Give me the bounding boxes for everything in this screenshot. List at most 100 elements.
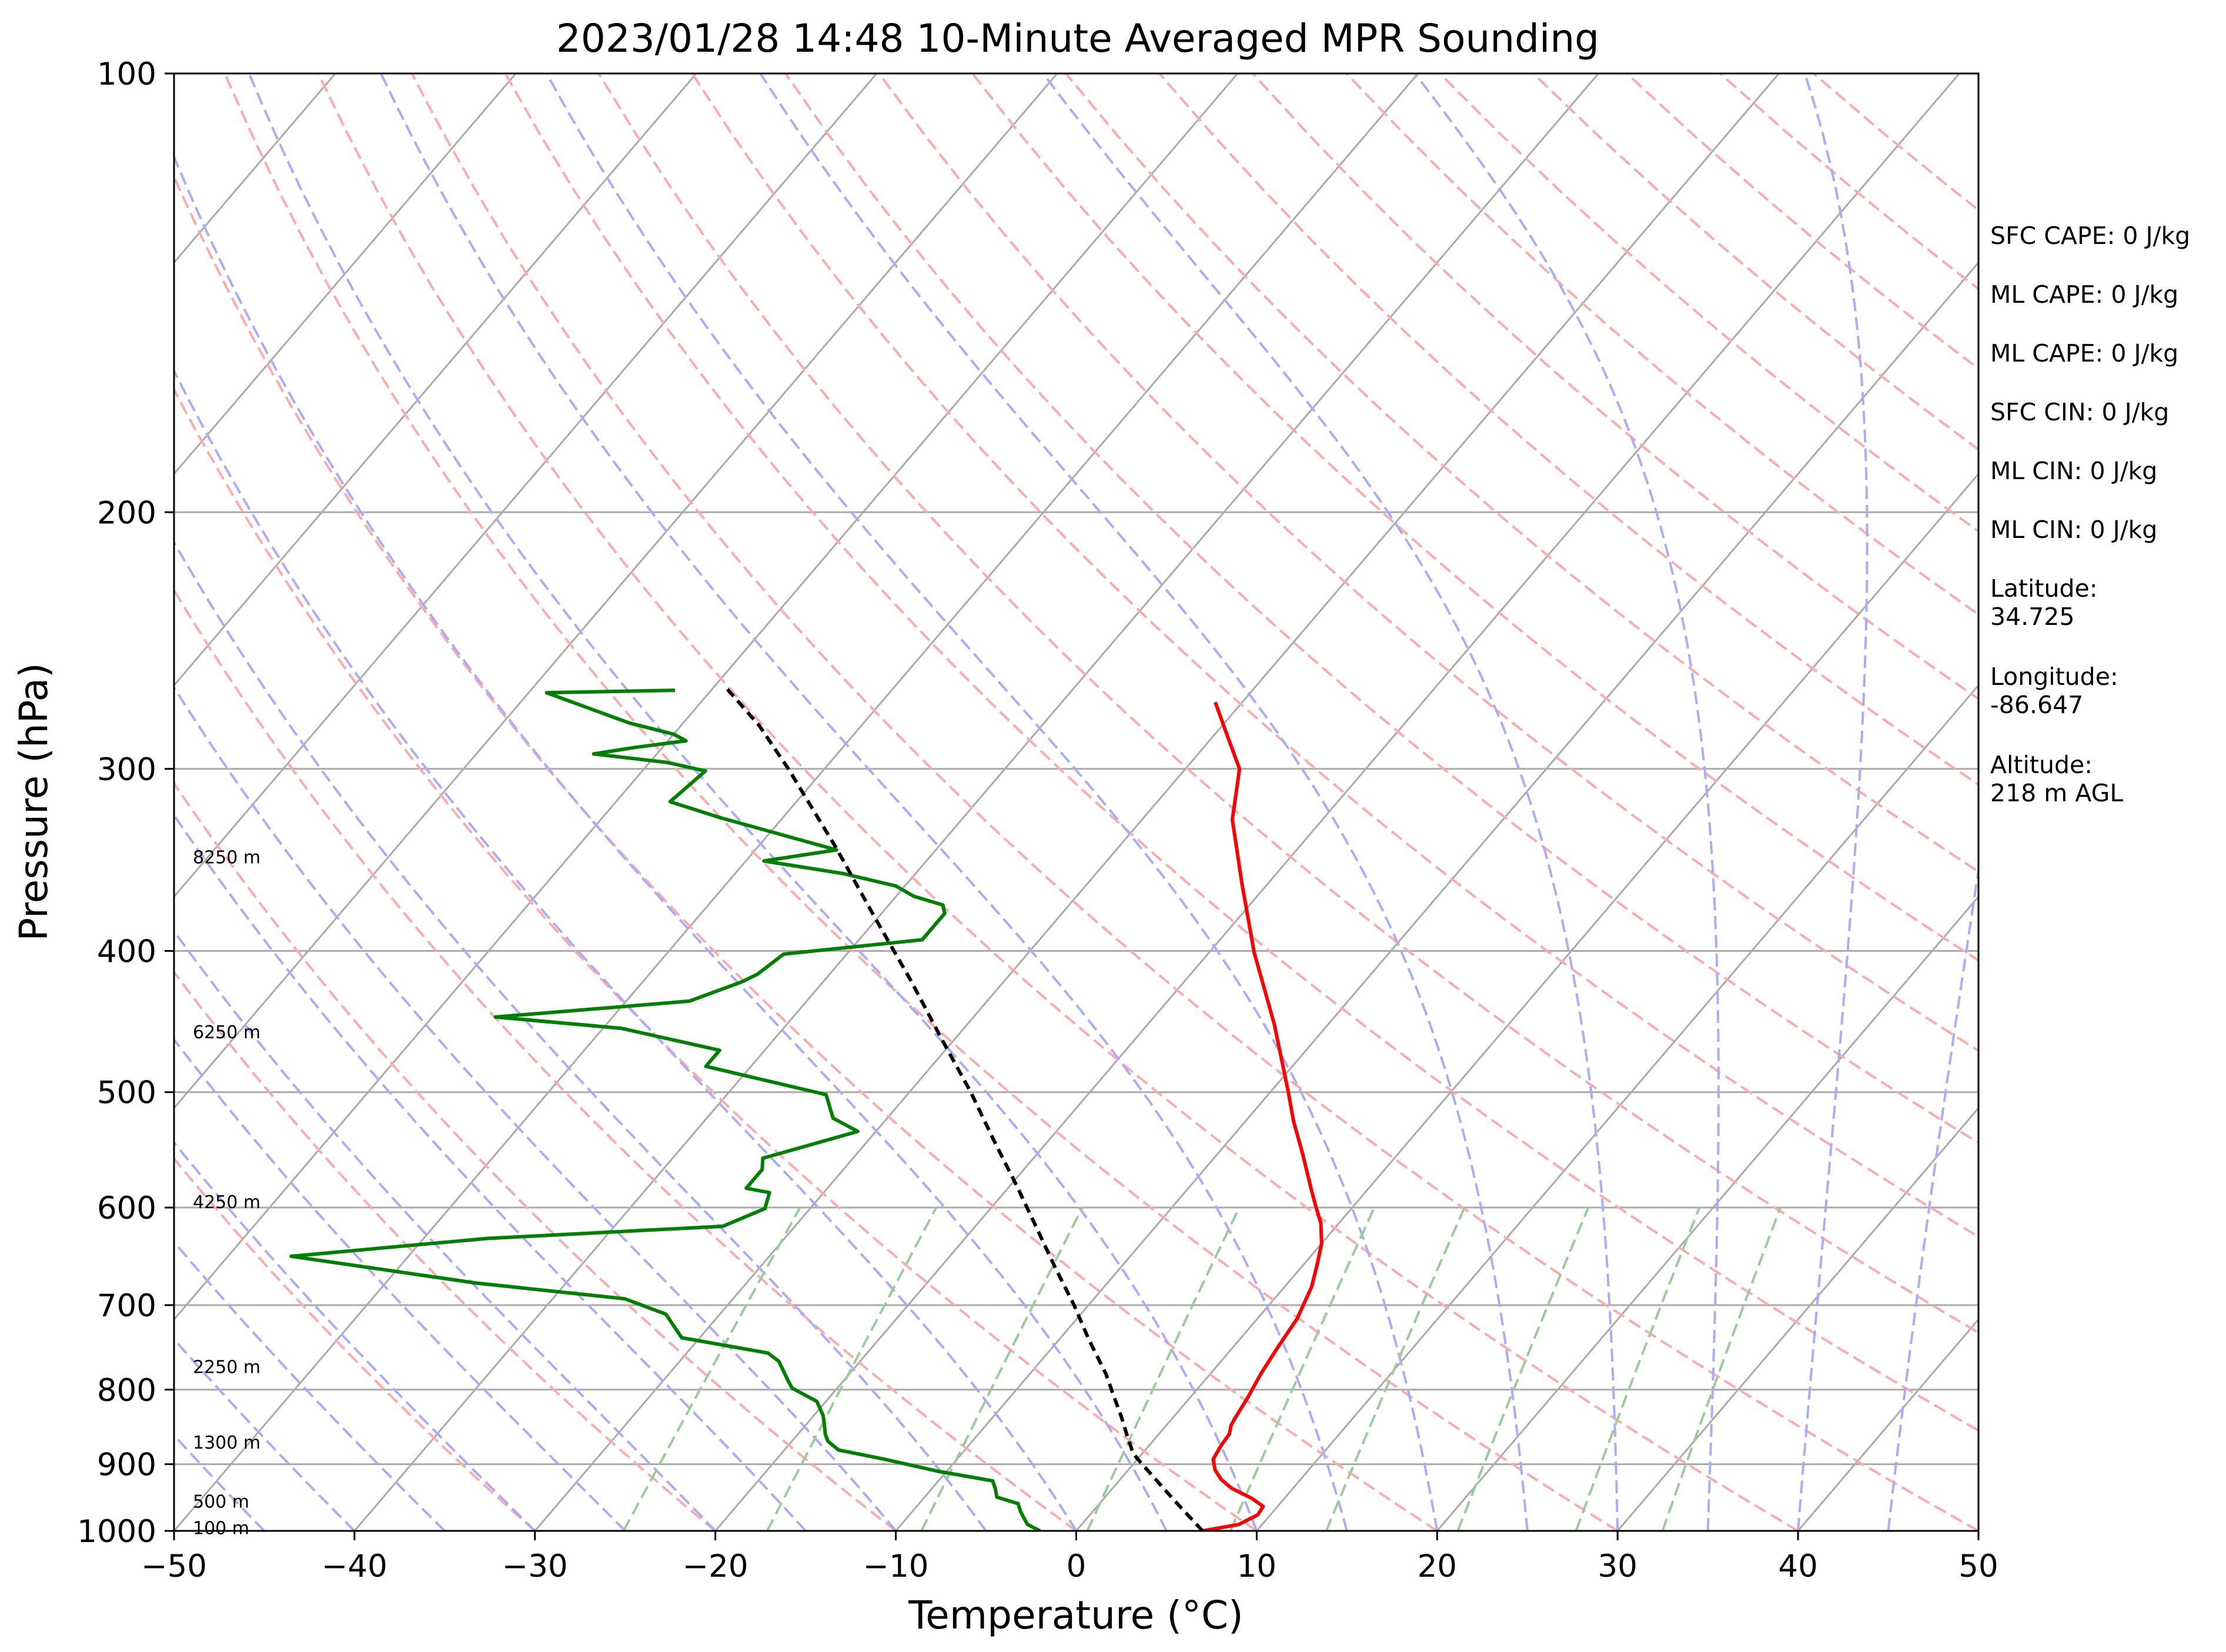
mixing-ratio-line bbox=[622, 1207, 801, 1531]
dry-adiabat-line bbox=[174, 1156, 536, 1531]
isotherm-line bbox=[1075, 472, 1978, 1531]
moist-adiabat-line bbox=[174, 153, 1168, 1531]
mixing-ratio-line bbox=[1229, 1207, 1376, 1531]
x-tick-label: 20 bbox=[1418, 1549, 1457, 1584]
stat-text: ML CAPE: 0 J/kg bbox=[1990, 339, 2178, 367]
isotherm-line bbox=[353, 73, 1599, 1531]
isotherm-line bbox=[174, 73, 517, 476]
height-label: 4250 m bbox=[193, 1192, 260, 1213]
dry-adiabat-line bbox=[597, 73, 1978, 1335]
x-tick-label: 50 bbox=[1958, 1549, 1998, 1584]
x-tick-label: −30 bbox=[502, 1549, 568, 1584]
moist-adiabat-line bbox=[248, 73, 1258, 1531]
mixing-ratio-line bbox=[920, 1207, 1084, 1531]
dry-adiabat-line bbox=[504, 73, 1978, 1432]
x-tick-label: −50 bbox=[141, 1549, 207, 1584]
moist-adiabat-line bbox=[174, 685, 897, 1531]
x-axis: −50 −40 −30 −20 −10 0 10 20 30 40 50 bbox=[141, 1531, 1998, 1584]
height-label: 1300 m bbox=[193, 1433, 260, 1453]
moist-adiabat-line bbox=[174, 929, 717, 1531]
dry-adiabat-line bbox=[691, 73, 1978, 1238]
mixing-ratio-line bbox=[1661, 1207, 1782, 1531]
y-tick-label: 1000 bbox=[77, 1514, 156, 1550]
x-tick-label: 40 bbox=[1778, 1549, 1817, 1584]
isotherm-line bbox=[1617, 1106, 1978, 1531]
x-tick-label: 0 bbox=[1067, 1549, 1087, 1584]
moist-adiabat-line bbox=[380, 73, 1348, 1531]
moist-adiabat-line bbox=[174, 813, 807, 1531]
temperature-trace bbox=[1202, 701, 1323, 1531]
height-label: 8250 m bbox=[193, 847, 260, 868]
isotherm-line bbox=[1256, 684, 1978, 1531]
moist-adiabat-line bbox=[174, 368, 1078, 1531]
isotherm-line bbox=[174, 73, 697, 687]
moist-adiabat-line bbox=[174, 1141, 536, 1531]
stat-text: SFC CAPE: 0 J/kg bbox=[1990, 222, 2190, 250]
background-lines bbox=[174, 73, 1978, 1531]
stat-text: SFC CIN: 0 J/kg bbox=[1990, 398, 2169, 426]
dry-adiabat-line bbox=[174, 970, 716, 1531]
stat-text: ML CAPE: 0 J/kg bbox=[1990, 280, 2178, 309]
isotherm-line bbox=[534, 73, 1780, 1531]
mixing-ratio-line bbox=[1325, 1207, 1466, 1531]
dry-adiabat-line bbox=[317, 73, 1799, 1531]
stat-text: Latitude: bbox=[1990, 574, 2098, 603]
dry-adiabat-line bbox=[174, 173, 1438, 1531]
isotherm-line bbox=[174, 73, 1239, 1321]
height-labels: 8250 m 6250 m 4250 m 2250 m 1300 m 500 m 100 m bbox=[193, 847, 260, 1539]
moist-adiabat-line bbox=[1887, 862, 1978, 1531]
x-tick-label: −40 bbox=[322, 1549, 387, 1584]
x-tick-label: −10 bbox=[863, 1549, 929, 1584]
stat-text: 218 m AGL bbox=[1990, 779, 2123, 807]
y-tick-label: 300 bbox=[97, 752, 156, 788]
moist-adiabat-line bbox=[759, 73, 1529, 1531]
y-tick-label: 700 bbox=[97, 1288, 156, 1324]
y-tick-label: 800 bbox=[97, 1373, 156, 1409]
x-tick-label: 30 bbox=[1597, 1549, 1637, 1584]
stats-panel: SFC CAPE: 0 J/kg ML CAPE: 0 J/kg ML CAPE: … bbox=[1990, 222, 2190, 807]
moist-adiabat-line bbox=[545, 73, 1439, 1531]
x-tick-label: 10 bbox=[1237, 1549, 1276, 1584]
isotherm-line bbox=[1436, 895, 1978, 1531]
mixing-ratio-line bbox=[1575, 1207, 1701, 1531]
height-label: 500 m bbox=[193, 1492, 249, 1512]
stat-text: -86.647 bbox=[1990, 691, 2083, 719]
stat-text: Longitude: bbox=[1990, 663, 2118, 691]
dry-adiabat-line bbox=[1158, 73, 1978, 786]
dry-adiabat-line bbox=[1252, 73, 1978, 701]
dewpoint-trace bbox=[289, 688, 1041, 1531]
y-tick-label: 100 bbox=[97, 56, 156, 92]
isotherm-line bbox=[174, 73, 1058, 1110]
sounding-traces bbox=[289, 684, 1323, 1531]
stat-text: ML CIN: 0 J/kg bbox=[1990, 516, 2157, 544]
dry-adiabat-line bbox=[174, 781, 897, 1531]
dry-adiabat-line bbox=[174, 588, 1077, 1531]
isotherm-line bbox=[174, 73, 878, 898]
height-label: 6250 m bbox=[193, 1022, 260, 1043]
stat-text: Altitude: bbox=[1990, 751, 2093, 779]
mixing-ratio-line bbox=[1456, 1207, 1590, 1531]
y-tick-label: 200 bbox=[97, 495, 156, 531]
stat-text: ML CIN: 0 J/kg bbox=[1990, 457, 2157, 485]
isotherm-line bbox=[174, 73, 1419, 1531]
moist-adiabat-line bbox=[174, 1337, 356, 1531]
dry-adiabat-line bbox=[223, 73, 1619, 1531]
height-label: 100 m bbox=[193, 1519, 249, 1539]
y-tick-label: 900 bbox=[97, 1447, 156, 1483]
moist-adiabat-line bbox=[1042, 73, 1619, 1531]
y-tick-label: 400 bbox=[97, 934, 156, 970]
y-tick-label: 500 bbox=[97, 1075, 156, 1111]
plot-background bbox=[174, 73, 1978, 1531]
dry-adiabat-line bbox=[410, 73, 1978, 1531]
moist-adiabat-line bbox=[1414, 73, 1720, 1531]
x-tick-label: −20 bbox=[683, 1549, 748, 1584]
stat-text: 34.725 bbox=[1990, 603, 2074, 631]
dry-adiabat-line bbox=[878, 73, 1978, 1052]
mixing-ratio-line bbox=[1086, 1207, 1241, 1531]
dry-adiabat-line bbox=[971, 73, 1978, 962]
isotherm-line bbox=[714, 73, 1960, 1531]
moist-adiabat-line bbox=[174, 540, 987, 1531]
mixing-ratio-line bbox=[766, 1207, 938, 1531]
moist-adiabat-line bbox=[1797, 73, 1869, 1531]
